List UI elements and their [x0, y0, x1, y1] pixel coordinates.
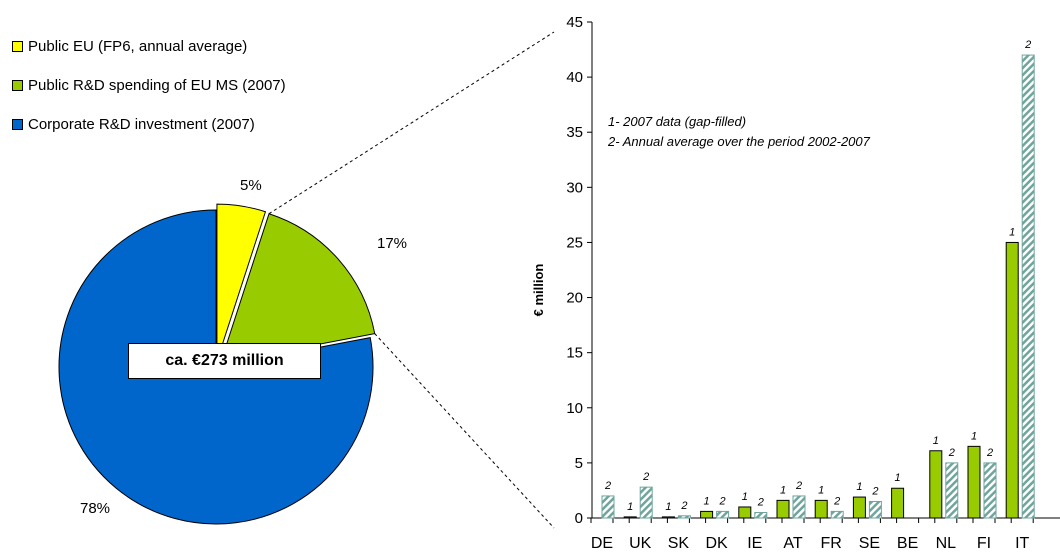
pie-legend: Public EU (FP6, annual average) Public R… [12, 36, 432, 153]
y-tick-label: 0 [575, 510, 583, 527]
y-tick-label: 10 [566, 400, 583, 417]
chart-note: 1- 2007 data (gap-filled) [608, 114, 746, 129]
total-label: ca. €273 million [165, 352, 284, 369]
y-tick-label: 35 [566, 124, 583, 141]
bar-marker-label: 1 [780, 484, 786, 496]
pie-slice-2 [58, 209, 374, 525]
bar-be-1 [891, 487, 905, 519]
bar-se-1 [852, 496, 866, 519]
x-tick-label: FR [821, 535, 842, 552]
x-tick-label: FI [977, 535, 991, 552]
legend-swatch [12, 40, 23, 52]
bar-nl-1 [929, 450, 943, 519]
legend-swatch [12, 79, 23, 91]
y-tick-label: 15 [566, 345, 583, 362]
bar-marker-label: 1 [742, 491, 748, 503]
pie-slice-0 [216, 203, 267, 362]
y-tick-label: 40 [566, 69, 583, 86]
bar-marker-label: 1 [895, 472, 901, 484]
bar-marker-label: 1 [856, 481, 862, 493]
connector-line-top [268, 31, 555, 215]
x-tick-label: IT [1015, 535, 1029, 552]
x-tick-label: BE [897, 535, 918, 552]
bar-dk-1 [700, 510, 714, 519]
bar-fr-1 [814, 499, 828, 519]
pie-label-public-eu: 5% [240, 177, 262, 194]
y-tick-label: 25 [566, 234, 583, 251]
bar-uk-2 [639, 486, 653, 519]
bar-marker-label: 2 [642, 471, 649, 483]
bar-marker-label: 2 [680, 500, 687, 512]
bar-ie-1 [738, 506, 752, 519]
bar-marker-label: 2 [948, 447, 955, 459]
bar-at-1 [776, 499, 790, 519]
total-label-box: ca. €273 million [128, 343, 321, 379]
pie-slice-1 [219, 213, 376, 364]
bar-marker-label: 1 [971, 430, 977, 442]
bar-ie-2 [754, 511, 768, 519]
bar-chart: 0 5 10 15 20 25 30 35 40 45 € million 1- 2007 data … [531, 14, 1060, 552]
bar-marker-label: 2 [986, 447, 993, 459]
bar-at-2 [792, 495, 806, 519]
legend-item-public-ms: Public R&D spending of EU MS (2007) [12, 75, 432, 95]
x-tick-label: SK [668, 535, 690, 552]
x-tick-label: DK [705, 535, 728, 552]
pie-chart [58, 203, 376, 525]
legend-label: Public R&D spending of EU MS (2007) [28, 76, 286, 94]
bar-sk-1 [661, 516, 675, 519]
y-tick-label: 5 [575, 455, 583, 472]
bar-marker-label: 1 [1009, 226, 1015, 238]
bar-marker-label: 1 [665, 501, 671, 513]
bar-nl-2 [945, 462, 959, 519]
zoom-connectors [268, 31, 555, 529]
bar-marker-label: 2 [1024, 39, 1031, 51]
bar-se-2 [868, 500, 882, 519]
x-tick-label: NL [936, 535, 957, 552]
bar-marker-label: 2 [757, 496, 764, 508]
bar-marker-label: 2 [833, 495, 840, 507]
bar-fi-2 [983, 462, 997, 519]
bar-de-2 [601, 495, 615, 519]
bar-it-2 [1021, 54, 1035, 519]
bar-marker-label: 1 [933, 435, 939, 447]
bar-fr-2 [830, 510, 844, 519]
bar-marker-label: 2 [871, 485, 878, 497]
connector-line-bottom [374, 333, 555, 529]
bar-it-1 [1005, 241, 1019, 519]
bar-dk-2 [716, 510, 730, 519]
x-tick-label: AT [783, 535, 802, 552]
legend-label: Public EU (FP6, annual average) [28, 37, 248, 55]
legend-item-public-eu: Public EU (FP6, annual average) [12, 36, 432, 56]
bar-marker-label: 1 [704, 495, 710, 507]
legend-label: Corporate R&D investment (2007) [28, 115, 255, 133]
bar-sk-2 [677, 515, 691, 519]
legend-item-corporate: Corporate R&D investment (2007) [12, 114, 432, 134]
bar-marker-label: 2 [719, 495, 726, 507]
bar-uk-1 [623, 516, 637, 519]
x-tick-label: UK [629, 535, 652, 552]
y-tick-label: 30 [566, 179, 583, 196]
bar-marker-label: 1 [627, 501, 633, 513]
x-tick-label: IE [747, 535, 762, 552]
pie-label-corporate: 78% [80, 500, 111, 517]
pie-label-public-ms: 17% [377, 235, 408, 252]
legend-swatch [12, 118, 23, 130]
bar-marker-label: 2 [795, 480, 802, 492]
bar-marker-label: 2 [604, 480, 611, 492]
x-tick-label: SE [859, 535, 880, 552]
y-tick-label: 20 [566, 290, 583, 307]
bar-fi-1 [967, 445, 981, 519]
y-axis-label: € million [531, 264, 546, 317]
bar-marker-label: 1 [818, 484, 824, 496]
x-tick-label: DE [591, 535, 613, 552]
y-tick-label: 45 [566, 14, 583, 31]
chart-note: 2- Annual average over the period 2002-2… [607, 134, 871, 149]
